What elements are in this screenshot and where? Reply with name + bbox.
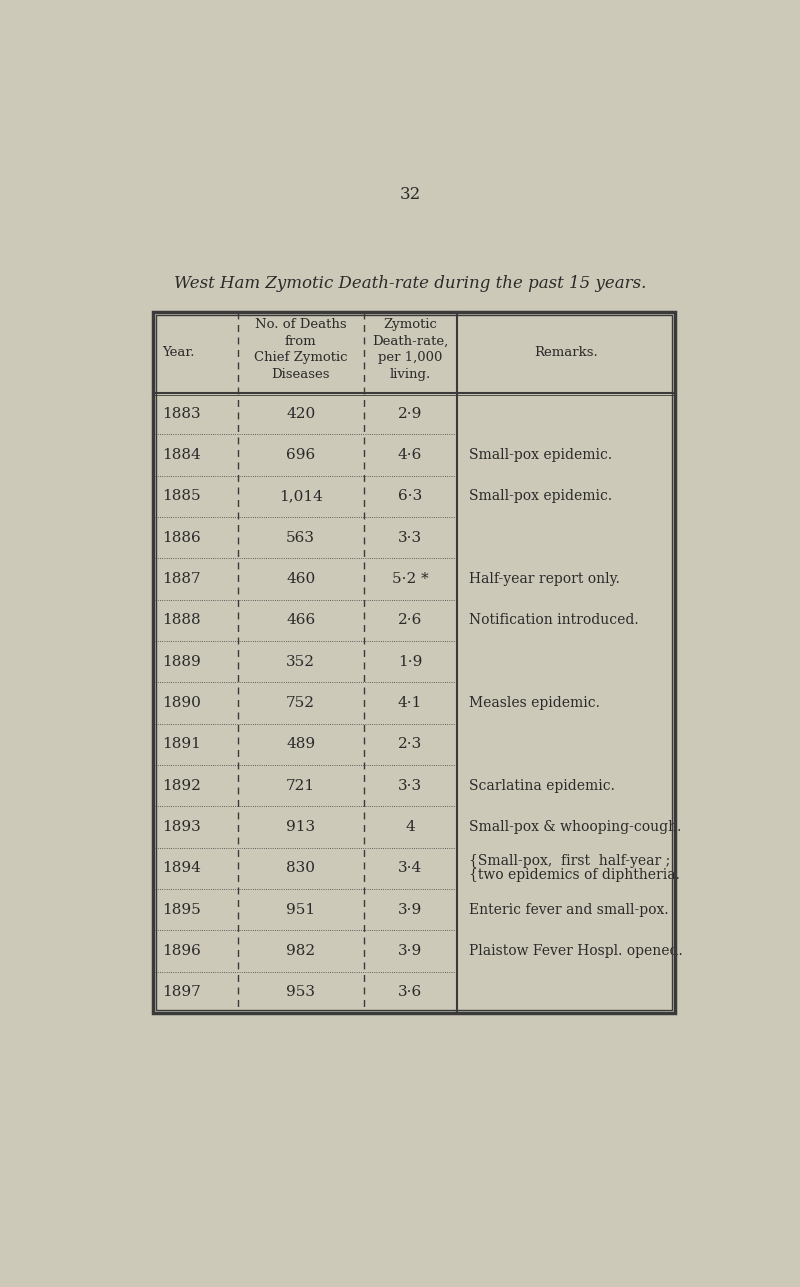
Text: 563: 563 xyxy=(286,530,315,544)
Text: Small-pox epidemic.: Small-pox epidemic. xyxy=(469,448,612,462)
Text: Notification introduced.: Notification introduced. xyxy=(469,614,638,628)
Text: Scarlatina epidemic.: Scarlatina epidemic. xyxy=(469,779,614,793)
Text: 3·6: 3·6 xyxy=(398,986,422,999)
Text: Half-year report only.: Half-year report only. xyxy=(469,573,620,586)
Bar xyxy=(153,313,675,1013)
Text: 721: 721 xyxy=(286,779,315,793)
Text: 982: 982 xyxy=(286,943,315,958)
Text: 466: 466 xyxy=(286,614,315,628)
Text: 4: 4 xyxy=(405,820,415,834)
Text: No. of Deaths
from
Chief Zymotic
Diseases: No. of Deaths from Chief Zymotic Disease… xyxy=(254,318,347,381)
Text: 489: 489 xyxy=(286,737,315,752)
Text: Enteric fever and small-pox.: Enteric fever and small-pox. xyxy=(469,902,669,916)
Text: 3·9: 3·9 xyxy=(398,943,422,958)
Text: Zymotic
Death-rate,
per 1,000
living.: Zymotic Death-rate, per 1,000 living. xyxy=(372,318,448,381)
Text: 1884: 1884 xyxy=(162,448,201,462)
Text: {two epidemics of diphtheria.: {two epidemics of diphtheria. xyxy=(469,869,680,883)
Text: 1887: 1887 xyxy=(162,573,201,586)
Text: 5·2 *: 5·2 * xyxy=(392,573,428,586)
Text: 1893: 1893 xyxy=(162,820,201,834)
Text: 1889: 1889 xyxy=(162,655,201,669)
Text: West Ham Zymotic Death-rate during the past 15 years.: West Ham Zymotic Death-rate during the p… xyxy=(174,275,646,292)
Text: 3·3: 3·3 xyxy=(398,530,422,544)
Text: 3·9: 3·9 xyxy=(398,902,422,916)
Text: 913: 913 xyxy=(286,820,315,834)
Text: 352: 352 xyxy=(286,655,315,669)
Text: 2·6: 2·6 xyxy=(398,614,422,628)
Text: 1894: 1894 xyxy=(162,861,201,875)
Text: 1883: 1883 xyxy=(162,407,201,421)
Text: 1·9: 1·9 xyxy=(398,655,422,669)
Bar xyxy=(156,315,672,1010)
Text: 1,014: 1,014 xyxy=(278,489,322,503)
Text: 953: 953 xyxy=(286,986,315,999)
Text: Remarks.: Remarks. xyxy=(534,346,598,359)
Text: 1886: 1886 xyxy=(162,530,201,544)
Text: Small-pox & whooping-cough.: Small-pox & whooping-cough. xyxy=(469,820,682,834)
Text: 1895: 1895 xyxy=(162,902,201,916)
Text: 4·6: 4·6 xyxy=(398,448,422,462)
Text: 6·3: 6·3 xyxy=(398,489,422,503)
Text: 1890: 1890 xyxy=(162,696,201,710)
Text: 1885: 1885 xyxy=(162,489,201,503)
Text: Measles epidemic.: Measles epidemic. xyxy=(469,696,600,710)
Text: 752: 752 xyxy=(286,696,315,710)
Text: 2·9: 2·9 xyxy=(398,407,422,421)
Text: 2·3: 2·3 xyxy=(398,737,422,752)
Text: 3·4: 3·4 xyxy=(398,861,422,875)
Text: Year.: Year. xyxy=(162,346,194,359)
Text: 1892: 1892 xyxy=(162,779,201,793)
Text: 420: 420 xyxy=(286,407,315,421)
Text: {Small-pox,  first  half-year ;: {Small-pox, first half-year ; xyxy=(469,855,670,869)
Text: 951: 951 xyxy=(286,902,315,916)
Text: 32: 32 xyxy=(399,187,421,203)
Text: 830: 830 xyxy=(286,861,315,875)
Text: 1891: 1891 xyxy=(162,737,201,752)
Text: Small-pox epidemic.: Small-pox epidemic. xyxy=(469,489,612,503)
Text: 3·3: 3·3 xyxy=(398,779,422,793)
Text: 4·1: 4·1 xyxy=(398,696,422,710)
Text: 1897: 1897 xyxy=(162,986,201,999)
Text: Plaistow Fever Hospl. opened.: Plaistow Fever Hospl. opened. xyxy=(469,943,682,958)
Text: 460: 460 xyxy=(286,573,315,586)
Text: 1888: 1888 xyxy=(162,614,201,628)
Text: 696: 696 xyxy=(286,448,315,462)
Text: 1896: 1896 xyxy=(162,943,201,958)
